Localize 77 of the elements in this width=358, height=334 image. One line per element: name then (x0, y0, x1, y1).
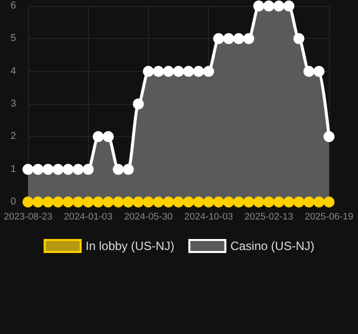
point (313, 196, 324, 208)
point (112, 196, 124, 208)
point (162, 196, 174, 208)
point (293, 196, 304, 208)
point (183, 196, 194, 208)
point (82, 164, 94, 175)
point (243, 196, 254, 208)
point (293, 33, 304, 44)
point (52, 164, 64, 175)
point (62, 164, 74, 175)
point (324, 131, 334, 142)
point (42, 196, 54, 208)
point (243, 33, 254, 44)
point (253, 0, 264, 12)
y-tick-label: 1 (10, 164, 16, 175)
point (193, 66, 204, 77)
point (22, 196, 34, 208)
x-tick-label: 2024-01-03 (64, 212, 113, 222)
y-tick-label: 2 (10, 131, 16, 142)
point (62, 196, 74, 208)
point (102, 131, 114, 142)
point (142, 66, 154, 77)
point (72, 196, 84, 208)
point (273, 0, 284, 12)
point (283, 0, 294, 12)
point (303, 196, 314, 208)
point (92, 131, 104, 142)
point (203, 196, 214, 208)
point (152, 196, 164, 208)
point (324, 196, 334, 208)
point (273, 196, 284, 208)
point (173, 66, 184, 77)
point (82, 196, 94, 208)
point (52, 196, 64, 208)
point (72, 164, 84, 175)
point (92, 196, 104, 208)
point (213, 196, 224, 208)
y-tick-label: 4 (10, 66, 16, 77)
point (253, 196, 264, 208)
point (42, 164, 54, 175)
x-tick-label: 2025-02-13 (244, 212, 294, 222)
point (233, 33, 244, 44)
point (32, 164, 44, 175)
point (132, 98, 144, 110)
x-tick-label: 2024-10-03 (184, 212, 233, 222)
point (22, 164, 34, 175)
x-tick-label: 2024-05-30 (124, 212, 173, 222)
y-tick-label: 3 (10, 98, 16, 110)
point (122, 164, 134, 175)
point (122, 196, 134, 208)
point (183, 66, 194, 77)
legend-label: Casino (US-NJ) (230, 239, 314, 253)
point (152, 66, 164, 77)
point (223, 33, 234, 44)
y-tick-label: 0 (10, 196, 16, 208)
point (112, 164, 124, 175)
point (303, 66, 314, 77)
point (203, 66, 214, 77)
point (162, 66, 174, 77)
point (313, 66, 324, 77)
legend-label: In lobby (US-NJ) (86, 239, 174, 253)
point (283, 196, 294, 208)
point (102, 196, 114, 208)
point (32, 196, 44, 208)
x-tick-label: 2025-06-19 (304, 212, 354, 222)
point (132, 196, 144, 208)
y-tick-label: 6 (10, 0, 16, 12)
point (233, 196, 244, 208)
x-tick-label: 2023-08-23 (4, 212, 52, 222)
point (142, 196, 154, 208)
point (263, 0, 274, 12)
point (173, 196, 184, 208)
point (263, 196, 274, 208)
point (223, 196, 234, 208)
point (213, 33, 224, 44)
point (193, 196, 204, 208)
y-tick-label: 5 (10, 33, 16, 44)
